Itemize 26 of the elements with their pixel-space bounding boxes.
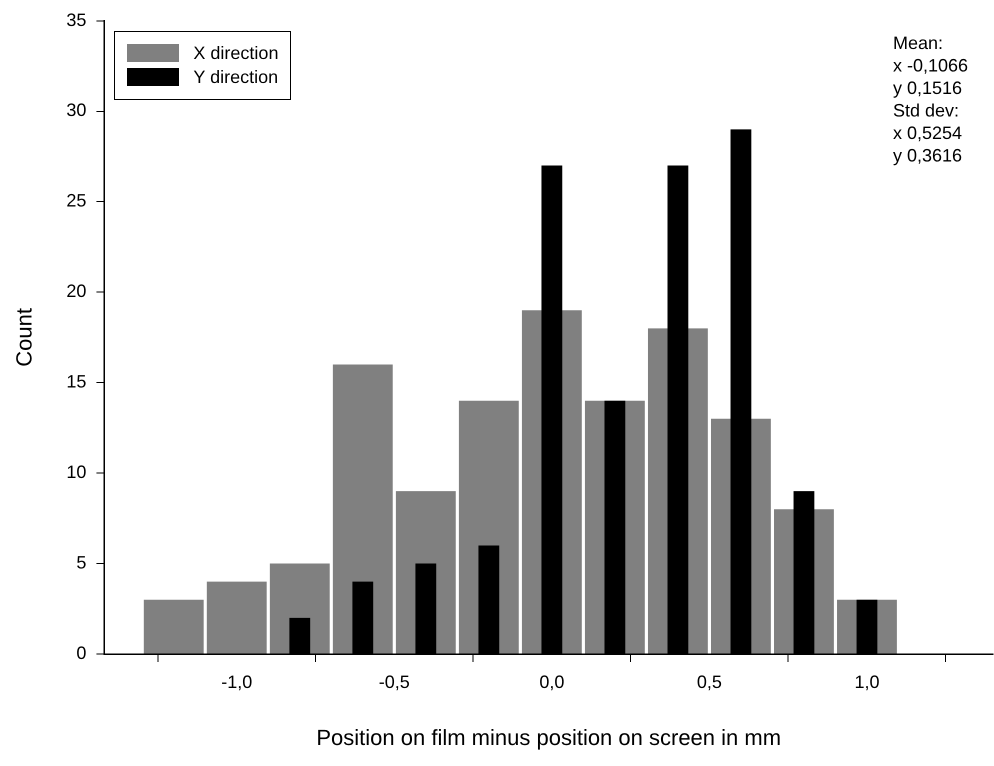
bar (206, 582, 267, 654)
y-tick-label: 15 (66, 372, 86, 392)
x-tick-label: -1,0 (221, 672, 252, 692)
x-axis-title: Position on film minus position on screen in mm (316, 724, 782, 750)
legend-label: Y direction (193, 66, 278, 88)
x-tick-label: 1,0 (854, 672, 880, 692)
y-tick-label: 20 (66, 281, 86, 302)
y-tick-label: 25 (66, 190, 86, 211)
annotation: x -0,1066 (893, 55, 968, 76)
y-axis-title: Count (11, 308, 36, 367)
annotation: y 0,1516 (893, 78, 962, 98)
x-tick-label: 0,5 (696, 672, 722, 692)
annotation: Mean: (893, 32, 944, 53)
x-tick-label: -0,5 (378, 672, 410, 692)
y-tick-label: 30 (66, 100, 86, 120)
bar (332, 364, 393, 654)
annotation: x 0,5254 (893, 122, 962, 143)
annotation: Std dev: (893, 100, 960, 120)
y-tick-label: 10 (66, 462, 86, 482)
y-tick-label: 35 (66, 10, 86, 30)
y-tick-label: 0 (76, 642, 86, 663)
y-tick-label: 5 (76, 552, 86, 573)
annotation: y 0,3616 (893, 145, 962, 166)
x-tick-label: 0,0 (539, 672, 564, 692)
legend-label: X direction (193, 42, 278, 64)
bar (144, 600, 204, 654)
